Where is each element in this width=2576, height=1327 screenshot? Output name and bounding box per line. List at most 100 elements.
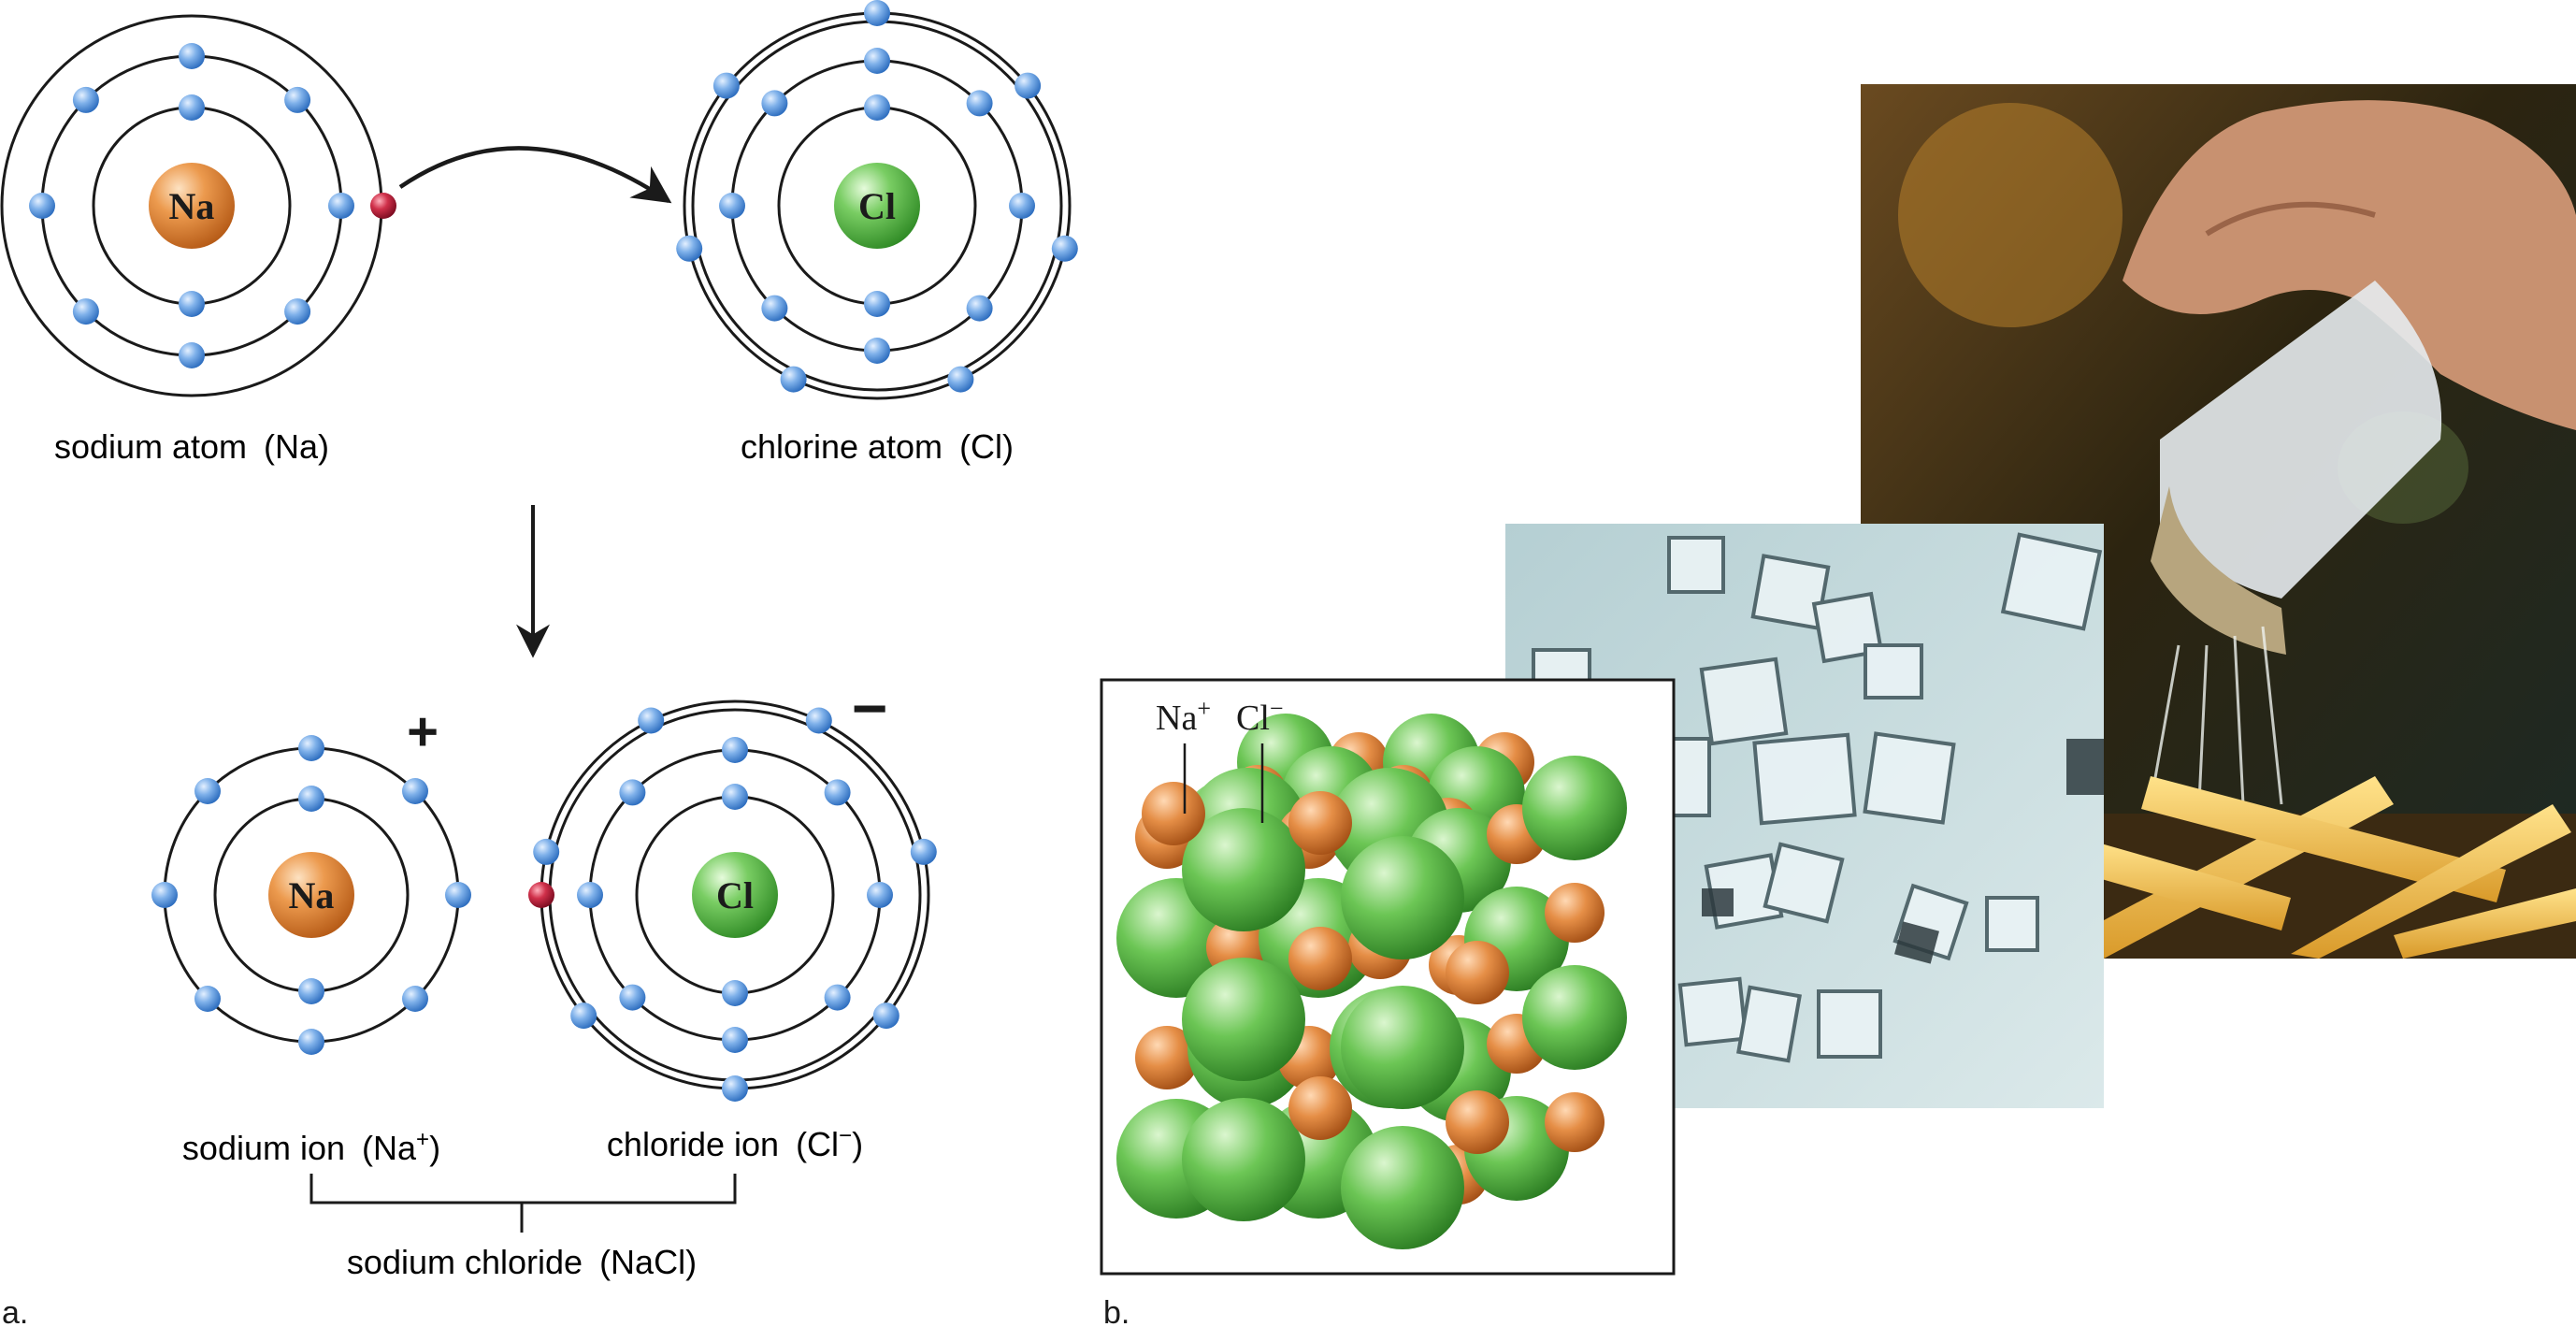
electron (910, 838, 937, 865)
compound-bracket (309, 1174, 737, 1233)
sodium-chloride-caption: sodium chloride (NaCl) (347, 1243, 697, 1281)
electron (1051, 235, 1078, 262)
electron (722, 980, 748, 1006)
electron (72, 86, 99, 113)
electron (722, 1027, 748, 1053)
sodium-ion-ball (1135, 1026, 1199, 1089)
sodium-ion-ball (1288, 1076, 1352, 1140)
panel-a-letter: a. (2, 1295, 28, 1327)
nacl-lattice-model: Na+ Cl− (1100, 678, 1676, 1276)
electron (179, 342, 205, 368)
sodium-atom-electrons (29, 43, 354, 368)
electron (864, 48, 890, 74)
chloride-ion-ball (1522, 965, 1627, 1070)
transferred-electron (370, 193, 396, 219)
electron (722, 737, 748, 763)
chlorine-atom-nucleus-label: Cl (858, 185, 896, 227)
sodium-ion-ball (1288, 927, 1352, 990)
electron (298, 1029, 324, 1055)
electron (638, 707, 665, 734)
gained-electron (528, 882, 554, 908)
electron (966, 90, 993, 117)
electron (824, 779, 851, 806)
chloride-ion-caption: chloride ion (Cl−) (607, 1123, 863, 1163)
sodium-ion-ball (1446, 1090, 1509, 1154)
electron (402, 778, 428, 804)
negative-charge-sign: − (852, 673, 888, 743)
electron (445, 882, 471, 908)
sodium-atom-nucleus (149, 163, 235, 249)
electron (761, 295, 788, 322)
sodium-ion-caption: sodium ion (Na+) (182, 1127, 440, 1167)
electron (864, 94, 890, 121)
electron (1015, 72, 1042, 99)
electron (194, 778, 221, 804)
panel-a: Na Cl sodium atom (Na) chlorine atom (Cl… (0, 0, 1078, 1327)
electron (619, 984, 646, 1011)
electron (577, 882, 603, 908)
sodium-ion-ball (1545, 1092, 1605, 1152)
chloride-ion-electrons (533, 707, 937, 1102)
panel-b: Na+ Cl− b. (1100, 84, 2576, 1327)
chlorine-atom-caption: chlorine atom (Cl) (741, 427, 1014, 466)
electron (1009, 193, 1035, 219)
electron (676, 235, 703, 262)
sodium-ion-nucleus (268, 852, 354, 938)
positive-charge-sign: + (407, 701, 439, 762)
sodium-atom-nucleus-label: Na (169, 185, 215, 227)
electron (719, 193, 745, 219)
chloride-ion-ball (1341, 1126, 1464, 1249)
chloride-ion-nucleus (692, 852, 778, 938)
electron (867, 882, 893, 908)
sodium-atom-diagram: Na (0, 14, 396, 397)
electron (194, 986, 221, 1012)
electron (947, 366, 974, 393)
electron (328, 193, 354, 219)
electron (298, 786, 324, 812)
electron (824, 984, 851, 1011)
chloride-ion-ball (1182, 958, 1305, 1081)
chlorine-atom-nucleus (834, 163, 920, 249)
chlorine-atom-electrons (676, 0, 1078, 393)
electron (966, 295, 993, 322)
electron (722, 1075, 748, 1102)
electron (179, 291, 205, 317)
electron (284, 86, 311, 113)
chlorine-atom-diagram: Cl (676, 0, 1078, 400)
electron (179, 43, 205, 69)
sodium-ion-ball (1446, 941, 1509, 1004)
sodium-ion-ball (1288, 791, 1352, 855)
sodium-ion-diagram: Na + (151, 701, 471, 1055)
lattice-label-na: Na+ (1156, 695, 1211, 738)
chloride-ion-ball (1341, 836, 1464, 959)
electron (72, 298, 99, 325)
chloride-ion-ball (1522, 756, 1627, 860)
chloride-ion-diagram: Cl − (528, 673, 937, 1102)
chloride-ion-nucleus-label: Cl (716, 874, 754, 916)
electron (780, 366, 807, 393)
electron (402, 986, 428, 1012)
electron (284, 298, 311, 325)
electron (872, 1002, 899, 1030)
electron (864, 0, 890, 26)
electron (864, 291, 890, 317)
electron (298, 735, 324, 761)
electron (570, 1002, 597, 1030)
electron (864, 338, 890, 364)
chloride-ion-ball (1341, 986, 1464, 1109)
sodium-ion-ball (1545, 883, 1605, 943)
panel-b-letter: b. (1103, 1295, 1130, 1327)
sodium-ion-electrons (151, 735, 471, 1055)
electron (533, 838, 560, 865)
electron (712, 72, 740, 99)
electron-transfer-arrow (398, 146, 672, 204)
electron (179, 94, 205, 121)
electron (805, 707, 832, 734)
chloride-ion-ball (1182, 1098, 1305, 1221)
electron (298, 978, 324, 1004)
electron (151, 882, 178, 908)
sodium-atom-caption: sodium atom (Na) (54, 427, 329, 466)
electron (619, 779, 646, 806)
electron (761, 90, 788, 117)
